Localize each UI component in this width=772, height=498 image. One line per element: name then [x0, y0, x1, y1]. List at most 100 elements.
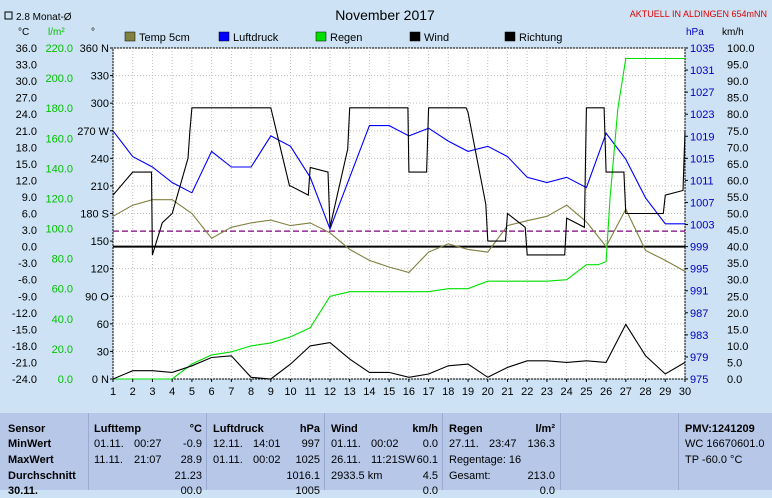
- station-label: AKTUELL IN ALDINGEN 654mNN: [630, 9, 767, 19]
- tick-label-temp: 24.0: [16, 109, 37, 121]
- series-line-regen: [113, 57, 685, 380]
- tick-label-pressure: 1027: [690, 87, 714, 99]
- tick-label-wind: 5.0: [727, 357, 742, 369]
- stats-value: 1025: [295, 454, 320, 466]
- tick-label-temp: 0.0: [22, 242, 37, 254]
- stats-date: 12.11.: [213, 438, 243, 450]
- tick-label-direction: 60: [97, 319, 109, 331]
- tick-label-rain: 200.0: [45, 73, 73, 85]
- tick-label-direction: 330: [91, 71, 109, 83]
- tick-label-x: 20: [482, 386, 494, 398]
- avg-marker-label: 2.8 Monat-Ø: [16, 12, 72, 23]
- tick-label-temp: 6.0: [22, 209, 37, 221]
- tick-label-rain: 120.0: [45, 194, 73, 206]
- stats-time: 11:21SW: [371, 454, 416, 466]
- tick-label-wind: 80.0: [727, 109, 748, 121]
- stats-header-pmv: PMV:1241209: [685, 423, 755, 435]
- stats-row-label: MinWert: [8, 438, 52, 450]
- tick-label-wind: 60.0: [727, 175, 748, 187]
- tick-label-temp: 21.0: [16, 126, 37, 138]
- stats-value: 1005: [295, 485, 320, 497]
- unit-hpa: hPa: [686, 27, 704, 38]
- tick-label-wind: 20.0: [727, 308, 748, 320]
- unit-degree: °: [91, 27, 95, 38]
- tick-label-wind: 0.0: [727, 374, 742, 386]
- stats-time: 21:07: [134, 454, 162, 466]
- tick-label-temp: -21.0: [12, 357, 37, 369]
- tick-label-wind: 85.0: [727, 93, 748, 105]
- tick-label-pressure: 1035: [690, 43, 714, 55]
- tick-label-x: 11: [305, 386, 316, 398]
- tick-label-direction: 240: [91, 153, 109, 165]
- stats-header-sensor: Sensor: [8, 423, 46, 435]
- tick-label-temp: -15.0: [12, 324, 37, 336]
- stats-col-lufttemp: Lufttemp °C 01.11. 00:27 -0.9 11.11. 21:…: [88, 413, 207, 497]
- tick-label-rain: 80.0: [52, 254, 73, 266]
- tick-label-x: 22: [521, 386, 533, 398]
- tick-label-x: 2: [130, 386, 136, 398]
- stats-value: 0.0: [422, 438, 438, 450]
- stats-pmv-tp: TP -60.0 °C: [685, 454, 743, 466]
- tick-label-temp: -24.0: [12, 374, 37, 386]
- tick-label-temp: 27.0: [16, 93, 37, 105]
- tick-label-direction: 360 N: [80, 43, 109, 55]
- tick-label-direction: 210: [91, 181, 109, 193]
- tick-label-rain: 140.0: [45, 163, 73, 175]
- moon-phase-icon: ○: [171, 397, 178, 400]
- series-line-wind: [112, 323, 686, 380]
- legend-swatch: [124, 31, 136, 42]
- legend-label: Luftdruck: [233, 32, 279, 44]
- unit-kmh: km/h: [722, 27, 744, 38]
- stats-value: 1016.1: [286, 470, 320, 482]
- stats-col-regen: Regen l/m² 27.11. 23:47 136.3 Regentage:…: [442, 413, 561, 497]
- tick-label-x: 13: [344, 386, 356, 398]
- tick-label-wind: 65.0: [727, 159, 748, 171]
- stats-value: -0.9: [183, 438, 202, 450]
- tick-label-rain: 60.0: [52, 284, 73, 296]
- stats-unit-regen: l/m²: [535, 423, 555, 435]
- tick-label-x: 9: [268, 386, 274, 398]
- tick-label-direction: 180 S: [80, 209, 109, 221]
- stats-date: 26.11.: [331, 454, 361, 466]
- stats-date: 11.11.: [94, 454, 123, 466]
- series-group: [112, 57, 686, 380]
- tick-label-temp: -12.0: [12, 308, 37, 320]
- tick-label-x: 10: [284, 386, 296, 398]
- legend-label: Wind: [424, 32, 449, 44]
- tick-label-rain: 180.0: [45, 103, 73, 115]
- tick-label-rain: 20.0: [52, 344, 73, 356]
- tick-label-pressure: 975: [690, 374, 708, 386]
- tick-label-x: 6: [209, 386, 215, 398]
- stats-time: 00:02: [253, 454, 281, 466]
- stats-time: 23:47: [489, 438, 517, 450]
- tick-label-direction: 90 O: [85, 291, 109, 303]
- tick-label-rain: 220.0: [45, 43, 73, 55]
- tick-label-x: 14: [363, 386, 375, 398]
- unit-rain: l/m²: [48, 27, 65, 38]
- tick-label-x: 3: [149, 386, 155, 398]
- stats-col-wind: Wind km/h 01.11. 00:02 0.0 26.11. 11:21S…: [324, 413, 443, 497]
- axes-group: 36.033.030.027.024.021.018.015.012.09.06…: [12, 43, 755, 400]
- tick-label-temp: 33.0: [16, 60, 37, 72]
- legend-label: Richtung: [519, 32, 562, 44]
- tick-label-x: 7: [228, 386, 234, 398]
- stats-unit-wind: km/h: [412, 423, 438, 435]
- tick-label-wind: 45.0: [727, 225, 748, 237]
- tick-label-temp: 3.0: [22, 225, 37, 237]
- tick-label-pressure: 1023: [690, 109, 714, 121]
- tick-label-x: 29: [659, 386, 671, 398]
- tick-label-rain: 0.0: [58, 374, 73, 386]
- legend-swatch: [315, 31, 327, 42]
- stats-row-label: 30.11.: [8, 485, 38, 497]
- tick-label-x: 5: [189, 386, 195, 398]
- tick-label-x: 26: [600, 386, 612, 398]
- tick-label-x: 27: [620, 386, 632, 398]
- tick-label-x: 19: [462, 386, 474, 398]
- tick-label-temp: 18.0: [16, 142, 37, 154]
- stats-col-sensor: Sensor MinWert MaxWert Durchschnitt 30.1…: [0, 413, 88, 497]
- stats-value: 0.0: [539, 485, 555, 497]
- avg-marker-box: [4, 11, 13, 20]
- tick-label-pressure: 1011: [690, 175, 714, 187]
- series-line-luftdruck: [112, 125, 685, 231]
- tick-label-pressure: 1007: [690, 198, 714, 210]
